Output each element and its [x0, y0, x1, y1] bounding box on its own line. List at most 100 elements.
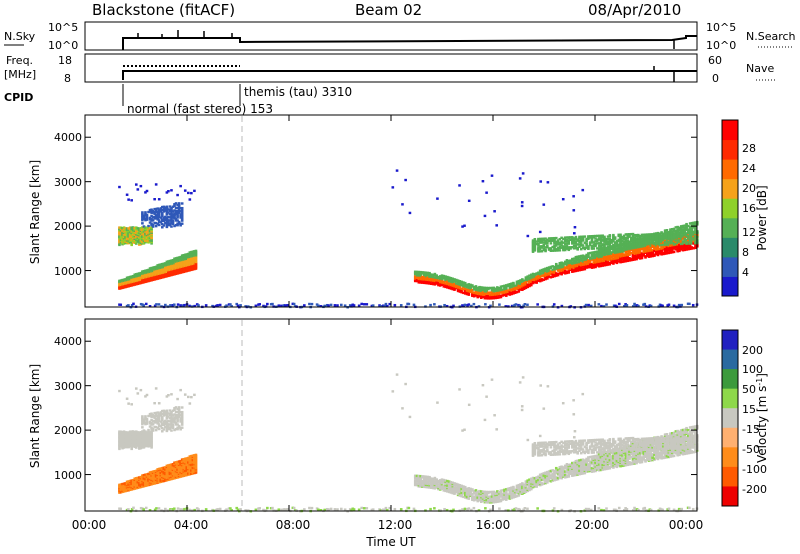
power-cell — [177, 256, 181, 259]
power-cell — [141, 228, 144, 232]
power-cell — [170, 216, 173, 219]
power-cell — [665, 239, 669, 243]
power-cell — [498, 303, 501, 306]
power-cell — [496, 286, 499, 289]
power-cell — [556, 249, 560, 252]
velocity-cell — [127, 445, 130, 449]
velocity-cell — [179, 426, 182, 429]
power-cell — [687, 237, 690, 240]
power-cell — [690, 224, 694, 227]
power-cell — [603, 261, 606, 265]
power-cell — [594, 243, 597, 246]
power-cell — [145, 189, 149, 193]
power-cell — [608, 235, 612, 238]
velocity-cell — [174, 410, 178, 414]
power-cell — [567, 236, 571, 239]
power-cell — [560, 246, 563, 249]
velocity-cell — [121, 445, 124, 449]
power-cell — [162, 262, 166, 265]
power-cell — [162, 208, 166, 212]
power-cell — [597, 248, 601, 252]
power-cell — [514, 303, 518, 306]
velocity-cell — [153, 415, 156, 418]
power-cell — [145, 237, 149, 241]
power-cell — [539, 180, 543, 183]
power-cell — [592, 261, 596, 264]
power-cell — [567, 246, 571, 249]
velocity-cell — [183, 393, 187, 396]
power-cell — [621, 243, 624, 246]
power-cell — [590, 236, 594, 239]
power-cell — [292, 302, 296, 306]
power-cell — [633, 238, 637, 242]
power-cell — [329, 303, 333, 307]
power-cell — [669, 240, 672, 244]
power-cell — [426, 276, 430, 279]
power-cell — [151, 209, 155, 213]
power-cell — [160, 208, 164, 212]
velocity-cell — [173, 413, 176, 416]
power-cell — [663, 234, 667, 238]
velocity-cell — [170, 413, 173, 417]
power-cell — [599, 235, 603, 239]
velocity-cell — [168, 428, 172, 431]
velocity-cell — [142, 440, 146, 444]
power-cell — [142, 217, 146, 220]
power-cell — [670, 227, 674, 231]
power-cell — [141, 217, 144, 220]
power-cell — [157, 223, 161, 227]
power-cell — [119, 234, 123, 237]
power-cell — [162, 205, 166, 208]
power-cell — [562, 247, 565, 251]
power-cell — [179, 213, 182, 216]
velocity-cell — [133, 434, 137, 438]
power-cell — [121, 239, 124, 242]
power-cell — [442, 280, 446, 284]
power-cell — [674, 234, 678, 237]
power-cell — [235, 302, 239, 306]
power-cell — [599, 238, 603, 241]
power-cell — [124, 233, 127, 237]
power-cell — [549, 265, 553, 269]
velocity-cell — [151, 427, 155, 431]
velocity-cell — [142, 435, 146, 438]
power-cell — [667, 240, 671, 244]
power-cell — [681, 242, 685, 246]
power-cell — [490, 291, 494, 294]
power-cell — [670, 249, 674, 253]
velocity-cell — [134, 445, 138, 448]
power-cell — [690, 233, 694, 236]
power-cell — [157, 211, 161, 214]
power-cell — [499, 285, 503, 288]
power-cell — [660, 235, 663, 238]
velocity-cell — [177, 413, 181, 417]
velocity-cell — [156, 416, 159, 419]
velocity-cell — [264, 509, 268, 512]
power-cell — [154, 214, 158, 217]
power-cell — [644, 243, 647, 246]
power-cell — [153, 198, 156, 201]
power-cell — [419, 270, 422, 274]
velocity-cell — [147, 438, 150, 441]
velocity-cell — [128, 438, 132, 441]
power-cell — [651, 233, 654, 236]
power-cell — [121, 240, 124, 243]
power-cell — [177, 206, 181, 210]
velocity-cell — [118, 438, 121, 441]
power-cell — [127, 235, 130, 238]
power-cell — [685, 235, 688, 238]
power-cell — [628, 253, 631, 256]
power-cell — [122, 237, 126, 240]
power-cell — [413, 270, 417, 273]
power-cell — [303, 304, 306, 307]
power-cell — [499, 294, 503, 298]
velocity-cell — [179, 420, 182, 423]
power-cell — [572, 237, 576, 240]
power-cell — [653, 235, 656, 238]
power-cell — [638, 248, 642, 251]
power-cell — [343, 304, 347, 307]
power-cell — [119, 227, 123, 231]
power-cell — [142, 269, 146, 273]
power-cell — [628, 233, 631, 236]
power-cell — [479, 295, 483, 298]
